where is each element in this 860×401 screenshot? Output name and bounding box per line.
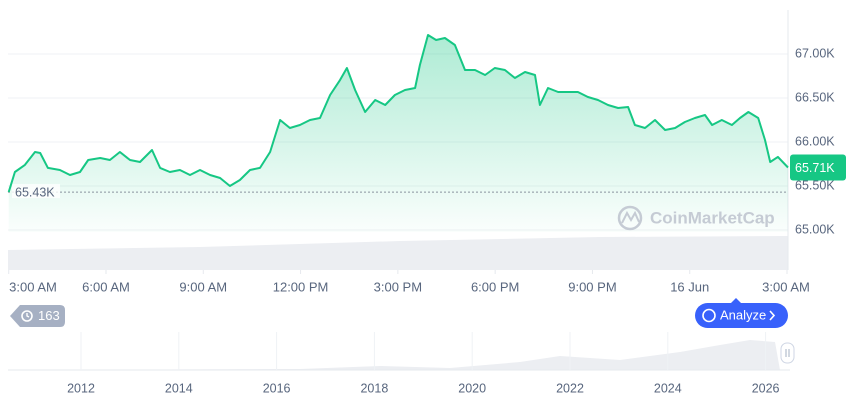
y-tick-label: 66.00K — [795, 134, 835, 148]
navigator-year: 2026 — [752, 381, 780, 395]
history-count: 163 — [38, 308, 60, 323]
navigator-year: 2016 — [263, 381, 291, 395]
history-badge[interactable]: 163 — [10, 305, 65, 327]
navigator-handle[interactable] — [780, 342, 795, 364]
current-price-badge — [790, 154, 846, 181]
y-tick-label: 66.50K — [795, 90, 835, 104]
navigator-area — [8, 340, 780, 370]
navigator-year: 2020 — [458, 381, 486, 395]
current-price-label: 65.71K — [795, 161, 835, 175]
y-tick-label: 67.00K — [795, 46, 835, 60]
price-line — [7, 34, 789, 193]
analyze-button[interactable]: Analyze — [695, 298, 788, 328]
x-tick-label: 3:00 AM — [9, 279, 57, 294]
open-price-bg — [12, 184, 60, 199]
x-tick-label: 12:00 PM — [273, 279, 329, 294]
y-tick-label: 65.50K — [795, 178, 835, 192]
open-price-label: 65.43K — [15, 185, 55, 199]
watermark-text: CoinMarketCap — [650, 208, 775, 227]
navigator: 2012 2014 2016 2018 2020 2022 2024 2026 — [8, 332, 795, 395]
navigator-year: 2018 — [360, 381, 388, 395]
x-tick-label: 9:00 AM — [179, 279, 227, 294]
x-tick-label: 3:00 PM — [374, 279, 422, 294]
navigator-year: 2024 — [654, 381, 682, 395]
navigator-year: 2012 — [67, 381, 95, 395]
area-fill — [8, 35, 788, 232]
navigator-year: 2014 — [165, 381, 193, 395]
navigator-year: 2022 — [556, 381, 584, 395]
volume-area — [8, 236, 788, 270]
x-tick-label: 6:00 AM — [82, 279, 130, 294]
x-tick-label: 6:00 PM — [471, 279, 519, 294]
x-tick-label: 16 Jun — [670, 279, 709, 294]
plot: 65.00K 65.50K 66.00K 66.50K 67.00K 3:00 AM 6:0… — [7, 34, 846, 294]
analyze-label: Analyze — [720, 307, 766, 322]
x-tick-label: 9:00 PM — [568, 279, 616, 294]
watermark: CoinMarketCap — [617, 205, 775, 231]
y-tick-label: 65.00K — [795, 222, 835, 236]
x-tick-label: 3:00 AM — [762, 279, 810, 294]
